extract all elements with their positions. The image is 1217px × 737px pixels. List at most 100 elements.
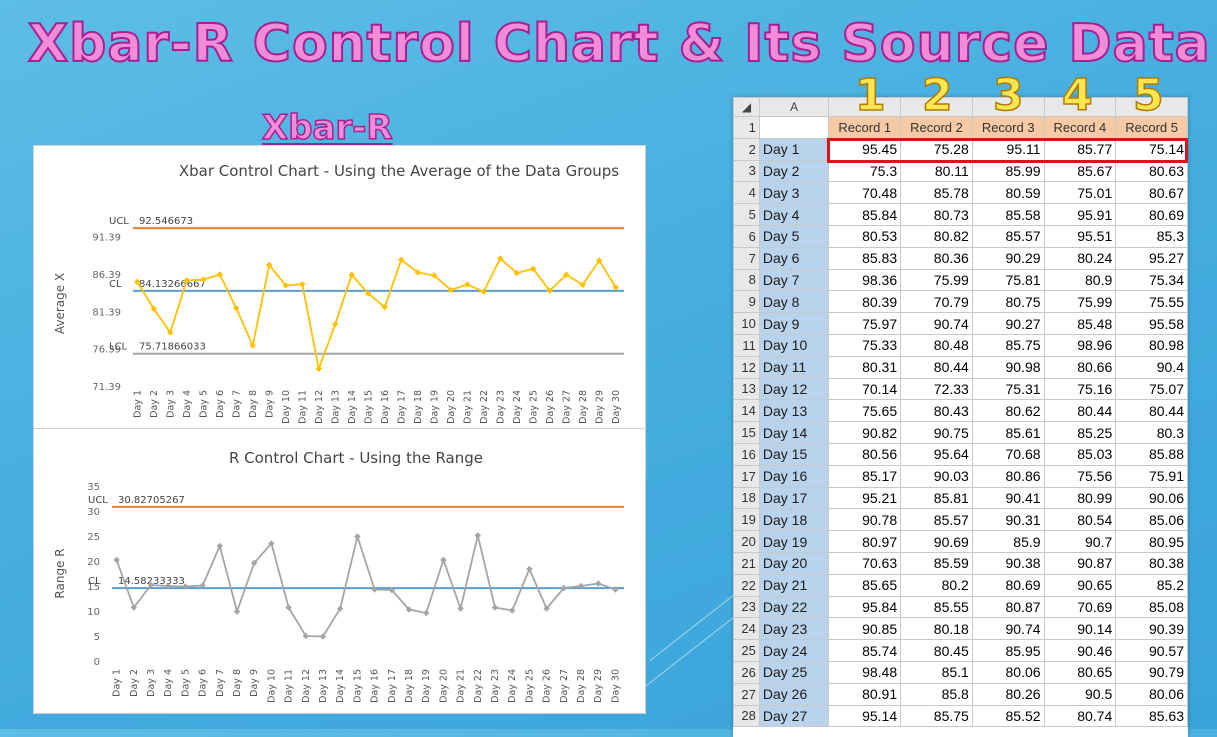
row-number[interactable]: 2 — [733, 137, 760, 161]
record-cell[interactable]: 85.08 — [1115, 595, 1188, 619]
row-number[interactable]: 28 — [733, 704, 760, 728]
record-cell[interactable]: 85.63 — [1115, 704, 1188, 728]
record-cell[interactable]: 75.16 — [1043, 377, 1117, 401]
column-header[interactable] — [971, 97, 1045, 117]
record-cell[interactable]: 85.59 — [900, 551, 973, 575]
column-header-a[interactable]: A — [758, 97, 830, 117]
day-cell[interactable]: Day 2 — [758, 159, 830, 183]
record-cell[interactable]: 85.3 — [1115, 224, 1188, 248]
record-cell[interactable]: 80.75 — [971, 290, 1045, 314]
record-cell[interactable]: 90.46 — [1043, 639, 1117, 662]
row-number[interactable]: 1 — [733, 116, 760, 139]
row-number[interactable]: 27 — [733, 682, 760, 706]
record-cell[interactable]: 95.91 — [1043, 203, 1117, 226]
record-cell[interactable]: 85.65 — [828, 573, 902, 597]
record-cell[interactable]: 80.11 — [900, 159, 973, 183]
record-cell[interactable]: 80.73 — [900, 203, 973, 226]
record-cell[interactable]: 75.81 — [971, 268, 1045, 292]
record-cell[interactable]: 75.55 — [1115, 290, 1188, 314]
record-cell[interactable]: 85.81 — [900, 486, 973, 510]
record-cell[interactable]: 75.28 — [900, 137, 973, 161]
day-cell[interactable]: Day 21 — [758, 573, 830, 597]
day-cell[interactable]: Day 10 — [758, 333, 830, 357]
record-cell[interactable]: 90.74 — [971, 617, 1045, 641]
day-cell[interactable]: Day 18 — [758, 508, 830, 532]
record-cell[interactable]: 85.83 — [828, 246, 902, 270]
record-cell[interactable]: 85.52 — [971, 704, 1045, 728]
row-number[interactable]: 20 — [733, 530, 760, 553]
record-cell[interactable]: 90.57 — [1115, 639, 1188, 662]
record-cell[interactable]: 75.01 — [1043, 181, 1117, 205]
record-cell[interactable]: 70.14 — [828, 377, 902, 401]
record-cell[interactable]: 90.85 — [828, 617, 902, 641]
record-cell[interactable]: 80.87 — [971, 595, 1045, 619]
record-cell[interactable]: 80.9 — [1043, 268, 1117, 292]
day-cell[interactable]: Day 12 — [758, 377, 830, 401]
day-cell[interactable]: Day 3 — [758, 181, 830, 205]
record-cell[interactable]: 75.3 — [828, 159, 902, 183]
record-cell[interactable]: 95.14 — [828, 704, 902, 728]
record-cell[interactable]: 90.87 — [1043, 551, 1117, 575]
record-cell[interactable]: 95.45 — [828, 137, 902, 161]
record-cell[interactable]: 90.39 — [1115, 617, 1188, 641]
record-cell[interactable]: 80.31 — [828, 355, 902, 379]
corner-cell[interactable]: ◢ — [733, 97, 760, 117]
day-cell[interactable]: Day 17 — [758, 486, 830, 510]
record-cell[interactable]: 80.38 — [1115, 551, 1188, 575]
record-cell[interactable]: 90.29 — [971, 246, 1045, 270]
row-number[interactable]: 23 — [733, 595, 760, 619]
record-header[interactable]: Record 2 — [900, 116, 973, 139]
record-cell[interactable]: 80.44 — [1043, 399, 1117, 423]
row-number[interactable]: 10 — [733, 312, 760, 335]
record-cell[interactable]: 70.48 — [828, 181, 902, 205]
row-number[interactable]: 19 — [733, 508, 760, 532]
record-cell[interactable]: 80.54 — [1043, 508, 1117, 532]
cell[interactable] — [758, 116, 830, 139]
row-number[interactable]: 26 — [733, 660, 760, 684]
record-cell[interactable]: 80.26 — [971, 682, 1045, 706]
day-cell[interactable]: Day 26 — [758, 682, 830, 706]
record-cell[interactable]: 90.03 — [900, 464, 973, 488]
record-cell[interactable]: 90.4 — [1115, 355, 1188, 379]
row-number[interactable]: 12 — [733, 355, 760, 379]
record-cell[interactable]: 85.99 — [971, 159, 1045, 183]
record-cell[interactable]: 90.75 — [900, 421, 973, 444]
record-cell[interactable]: 80.63 — [1115, 159, 1188, 183]
record-cell[interactable]: 80.3 — [1115, 421, 1188, 444]
record-cell[interactable]: 90.27 — [971, 312, 1045, 335]
record-cell[interactable]: 80.69 — [971, 573, 1045, 597]
record-cell[interactable]: 85.17 — [828, 464, 902, 488]
record-cell[interactable]: 95.21 — [828, 486, 902, 510]
record-cell[interactable]: 80.95 — [1115, 530, 1188, 553]
row-number[interactable]: 7 — [733, 246, 760, 270]
record-cell[interactable]: 75.65 — [828, 399, 902, 423]
row-number[interactable]: 18 — [733, 486, 760, 510]
record-cell[interactable]: 85.74 — [828, 639, 902, 662]
record-cell[interactable]: 85.77 — [1043, 137, 1117, 161]
record-cell[interactable]: 85.57 — [900, 508, 973, 532]
record-cell[interactable]: 85.25 — [1043, 421, 1117, 444]
record-cell[interactable]: 85.78 — [900, 181, 973, 205]
record-cell[interactable]: 85.8 — [900, 682, 973, 706]
day-cell[interactable]: Day 16 — [758, 464, 830, 488]
day-cell[interactable]: Day 24 — [758, 639, 830, 662]
record-cell[interactable]: 90.41 — [971, 486, 1045, 510]
record-cell[interactable]: 85.75 — [900, 704, 973, 728]
record-cell[interactable]: 70.69 — [1043, 595, 1117, 619]
record-cell[interactable]: 80.44 — [1115, 399, 1188, 423]
day-cell[interactable]: Day 9 — [758, 312, 830, 335]
day-cell[interactable]: Day 20 — [758, 551, 830, 575]
record-cell[interactable]: 80.69 — [1115, 203, 1188, 226]
record-cell[interactable]: 70.63 — [828, 551, 902, 575]
record-cell[interactable]: 70.79 — [900, 290, 973, 314]
record-cell[interactable]: 90.14 — [1043, 617, 1117, 641]
day-cell[interactable]: Day 15 — [758, 442, 830, 466]
day-cell[interactable]: Day 13 — [758, 399, 830, 423]
record-cell[interactable]: 70.68 — [971, 442, 1045, 466]
day-cell[interactable]: Day 19 — [758, 530, 830, 553]
record-cell[interactable]: 90.79 — [1115, 660, 1188, 684]
record-cell[interactable]: 90.38 — [971, 551, 1045, 575]
row-number[interactable]: 3 — [733, 159, 760, 183]
record-cell[interactable]: 80.97 — [828, 530, 902, 553]
record-cell[interactable]: 85.2 — [1115, 573, 1188, 597]
